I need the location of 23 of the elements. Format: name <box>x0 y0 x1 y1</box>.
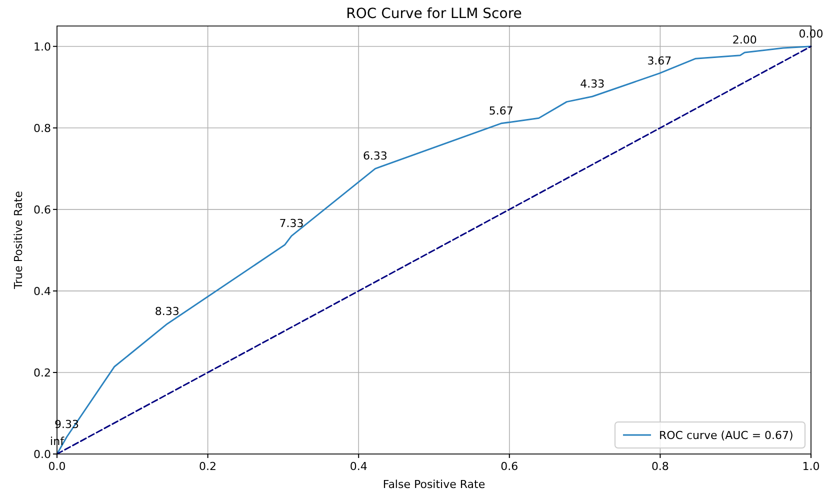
chart-title: ROC Curve for LLM Score <box>346 6 522 22</box>
y-axis-title: True Positive Rate <box>12 190 25 290</box>
annotation: 2.00 <box>732 33 757 46</box>
y-tick-label: 0.4 <box>34 284 51 298</box>
y-tick-label: 0.0 <box>34 448 51 461</box>
annotation: 5.67 <box>488 104 514 118</box>
legend-label: ROC curve (AUC = 0.67) <box>659 429 794 442</box>
y-tick-label: 0.6 <box>34 203 51 216</box>
x-tick-label: 0.8 <box>651 460 669 473</box>
x-axis-title: False Positive Rate <box>382 478 486 491</box>
y-tick-label: 1.0 <box>34 40 51 54</box>
x-tick-label: 0.4 <box>350 460 368 473</box>
x-tick-label: 0.6 <box>500 460 518 473</box>
x-tick-label: 1.0 <box>802 460 820 473</box>
y-tick-label: 0.8 <box>34 122 51 135</box>
x-tick-label: 0.0 <box>48 460 66 473</box>
annotation: 3.67 <box>647 54 672 68</box>
annotation: 6.33 <box>362 150 388 163</box>
annotation: 7.33 <box>279 216 304 230</box>
annotation: 8.33 <box>154 304 180 318</box>
annotation: 4.33 <box>580 78 605 91</box>
x-tick-label: 0.2 <box>199 460 217 473</box>
y-tick-label: 0.2 <box>34 366 51 380</box>
